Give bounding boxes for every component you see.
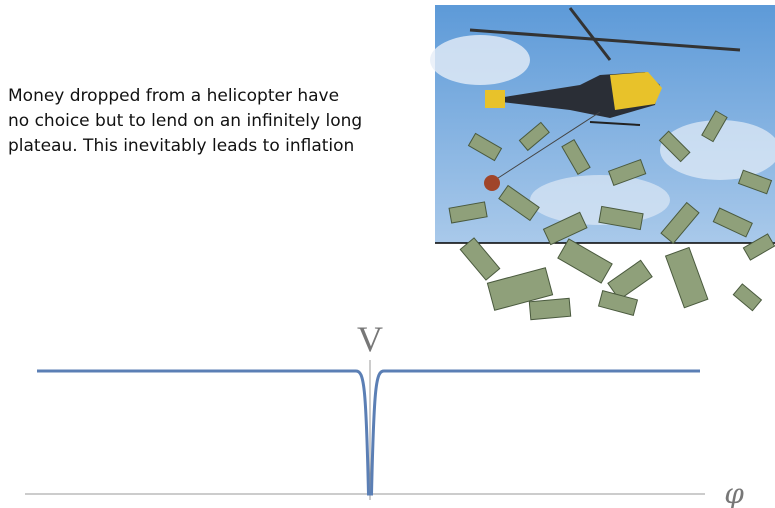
caption-line: Money dropped from a helicopter have — [8, 86, 340, 106]
caption: Money dropped from a helicopter have no … — [8, 84, 362, 159]
potential-curve — [37, 369, 700, 496]
potential-plot: V φ — [25, 319, 744, 508]
helicopter — [469, 7, 741, 191]
cloud — [660, 120, 775, 180]
v-label: V — [357, 319, 383, 359]
cloud — [430, 35, 530, 85]
caption-line: plateau. This inevitably leads to inflat… — [8, 136, 355, 156]
helicopter-photo — [430, 5, 775, 321]
phi-label: φ — [724, 477, 744, 508]
caption-line: no choice but to lend on an infinitely l… — [8, 111, 363, 131]
banknotes — [448, 110, 775, 321]
